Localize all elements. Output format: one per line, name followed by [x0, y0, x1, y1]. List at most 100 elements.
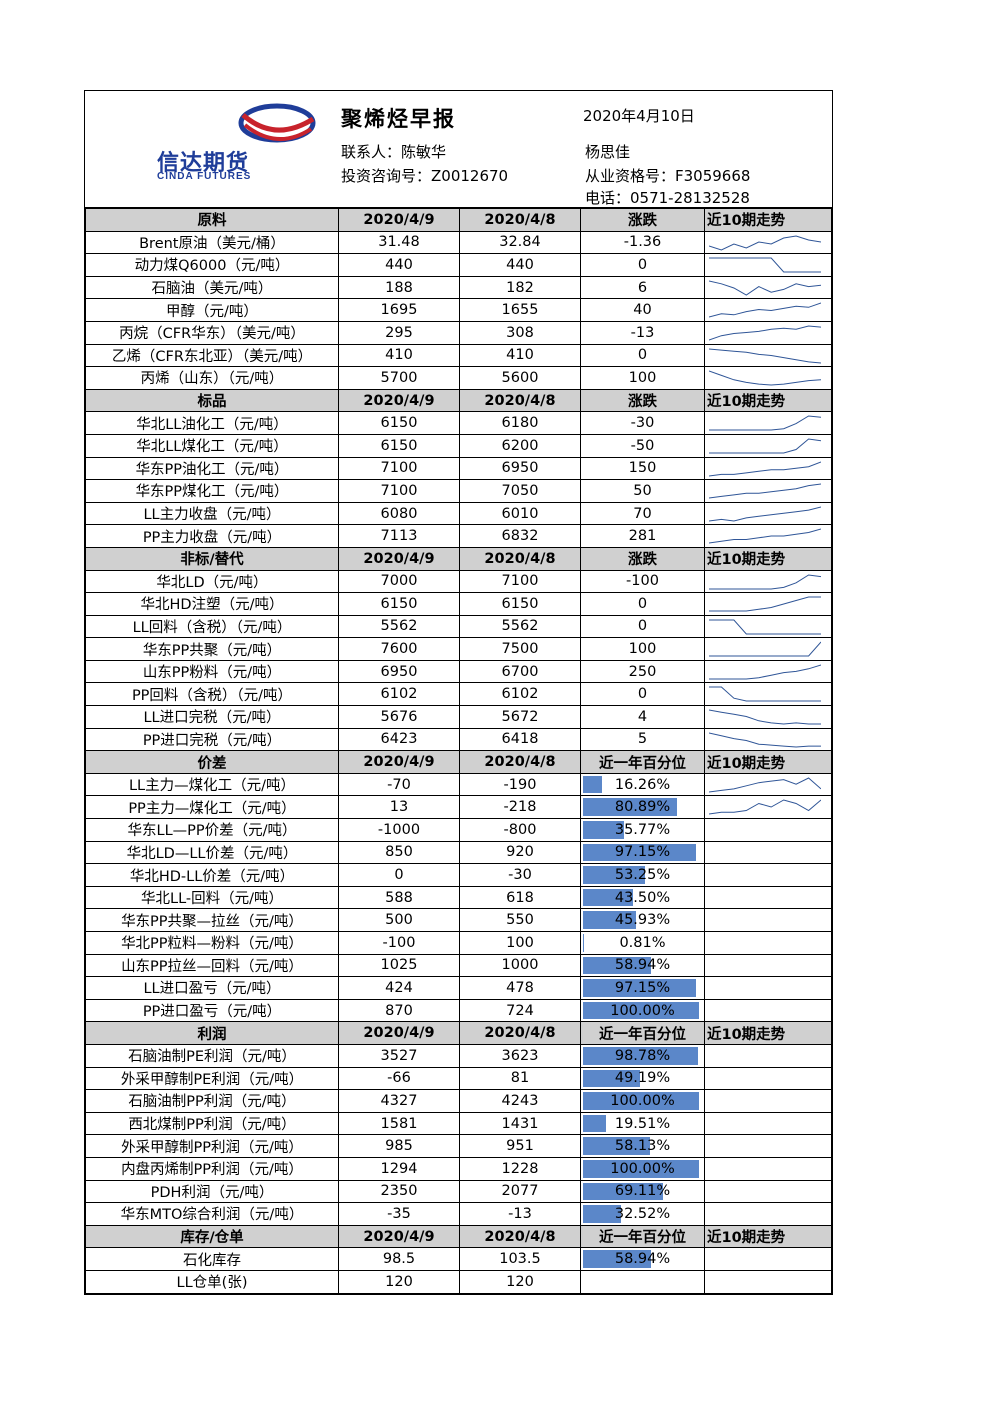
- percentile-value: 58.94%: [614, 1251, 671, 1268]
- value-current: 1695: [338, 298, 460, 322]
- percentile-cell: 100.00%: [580, 1089, 705, 1113]
- logo-text-cn: 信达期货: [157, 151, 250, 176]
- sparkline-chart: [709, 641, 821, 657]
- row-label: 华东PP共聚—拉丝（元/吨）: [85, 908, 339, 932]
- value-previous: 3623: [459, 1043, 581, 1068]
- table-row: LL仓单(张) 120 120: [85, 1269, 832, 1294]
- sparkline-line: [709, 257, 821, 273]
- table-row: 石脑油制PP利润（元/吨） 4327 4243 100.00%: [85, 1089, 832, 1113]
- sparkline-chart: [709, 573, 821, 589]
- trend-cell: [704, 456, 832, 481]
- sparkline-chart: [709, 799, 821, 815]
- percentile-bar: [583, 1182, 663, 1201]
- table-row: LL进口完税（元/吨） 5676 5672 4: [85, 705, 832, 729]
- sparkline-chart: [709, 596, 821, 612]
- table-row: LL进口盈亏（元/吨） 424 478 97.15%: [85, 976, 832, 1000]
- row-label: 山东PP粉料（元/吨）: [85, 659, 339, 684]
- change-cell: 0: [580, 592, 705, 616]
- value-previous: 2077: [459, 1179, 581, 1204]
- section-header-cell: 涨跌: [580, 388, 705, 413]
- value-previous: 440: [459, 253, 581, 277]
- table-row: 石化库存 98.5 103.5 58.94%: [85, 1247, 832, 1271]
- report-title: 聚烯烃早报: [341, 107, 456, 131]
- sparkline-line: [709, 777, 821, 793]
- sparkline-line: [709, 506, 821, 522]
- trend-cell: [704, 1134, 832, 1158]
- trend-cell: [704, 818, 832, 842]
- table-row: 动力煤Q6000（元/吨） 440 440 0: [85, 253, 832, 277]
- percentile-value: 53.25%: [614, 867, 671, 884]
- cinda-logo-icon: [238, 103, 316, 143]
- trend-cell: [704, 1269, 832, 1294]
- row-label: 华东LL—PP价差（元/吨）: [85, 818, 339, 842]
- section-header-cell: 标品: [85, 388, 339, 413]
- trend-cell: [704, 253, 832, 277]
- sparkline-line: [709, 302, 821, 318]
- change-cell: 0: [580, 614, 705, 639]
- section-header-cell: 近10期走势: [704, 388, 832, 413]
- trend-cell: [704, 637, 832, 661]
- row-label: LL仓单(张): [85, 1269, 339, 1294]
- section-header-cell: 2020/4/9: [338, 750, 460, 774]
- section-header-cell: 2020/4/8: [459, 1021, 581, 1045]
- table-row: 西北煤制PP利润（元/吨） 1581 1431 19.51%: [85, 1111, 832, 1136]
- percentile-cell: 53.25%: [580, 863, 705, 887]
- trend-cell: [704, 230, 832, 255]
- sparkline-line: [709, 686, 821, 702]
- percentile-bar: [583, 888, 633, 907]
- section-header-cell: 近10期走势: [704, 1021, 832, 1045]
- row-label: 石脑油制PP利润（元/吨）: [85, 1089, 339, 1113]
- sparkline-line: [709, 709, 821, 725]
- section-header-cell: 近一年百分位: [580, 750, 705, 774]
- trend-cell: [704, 682, 832, 707]
- value-previous: 618: [459, 885, 581, 910]
- row-label: 华北LD（元/吨）: [85, 569, 339, 594]
- percentile-cell: 16.26%: [580, 772, 705, 797]
- value-current: 120: [338, 1269, 460, 1294]
- value-current: 1294: [338, 1156, 460, 1181]
- trend-cell: [704, 885, 832, 910]
- value-current: 588: [338, 885, 460, 910]
- table-row: PP回料（含税）（元/吨） 6102 6102 0: [85, 682, 832, 707]
- section-header-cell: 近一年百分位: [580, 1224, 705, 1249]
- table-row: 甲醇（元/吨） 1695 1655 40: [85, 298, 832, 322]
- trend-cell: [704, 953, 832, 978]
- sparkline-chart: [709, 325, 821, 341]
- percentile-value: 0.81%: [619, 934, 666, 951]
- percentile-cell: 98.78%: [580, 1043, 705, 1068]
- percentile-bar: [583, 934, 584, 952]
- row-label: 山东PP拉丝—回料（元/吨）: [85, 953, 339, 978]
- trend-cell: [704, 1089, 832, 1113]
- value-previous: 6102: [459, 682, 581, 707]
- value-previous: 6832: [459, 524, 581, 548]
- value-previous: 32.84: [459, 230, 581, 255]
- sparkline-line: [709, 461, 821, 477]
- percentile-bar: [583, 775, 602, 794]
- table-row: 华北HD-LL价差（元/吨） 0 -30 53.25%: [85, 863, 832, 887]
- table-row: LL主力—煤化工（元/吨） -70 -190 16.26%: [85, 772, 832, 797]
- percentile-cell: 100.00%: [580, 998, 705, 1023]
- percentile-value: 100.00%: [610, 1002, 675, 1019]
- sparkline-chart: [709, 302, 821, 318]
- percentile-cell: 19.51%: [580, 1111, 705, 1136]
- value-current: 0: [338, 863, 460, 887]
- row-label: PDH利润（元/吨）: [85, 1179, 339, 1204]
- table-row: 山东PP拉丝—回料（元/吨） 1025 1000 58.94%: [85, 953, 832, 978]
- value-current: -70: [338, 772, 460, 797]
- value-current: 98.5: [338, 1247, 460, 1271]
- section-header: 利润 2020/4/9 2020/4/8 近一年百分位 近10期走势: [85, 1021, 832, 1045]
- change-cell: 4: [580, 705, 705, 729]
- row-label: 动力煤Q6000（元/吨）: [85, 253, 339, 277]
- percentile-cell: 0.81%: [580, 931, 705, 955]
- sparkline-line: [709, 483, 821, 499]
- section-header-cell: 涨跌: [580, 208, 705, 232]
- change-cell: -50: [580, 433, 705, 458]
- percentile-bar: [583, 866, 645, 884]
- value-previous: 478: [459, 976, 581, 1000]
- sparkline-chart: [709, 438, 821, 454]
- change-cell: 281: [580, 524, 705, 548]
- section-header: 标品 2020/4/9 2020/4/8 涨跌 近10期走势: [85, 388, 832, 413]
- sparkline-chart: [709, 732, 821, 748]
- trend-cell: [704, 863, 832, 887]
- table-row: 内盘丙烯制PP利润（元/吨） 1294 1228 100.00%: [85, 1156, 832, 1181]
